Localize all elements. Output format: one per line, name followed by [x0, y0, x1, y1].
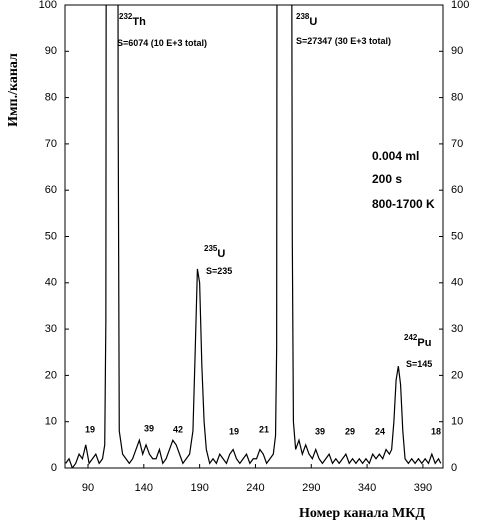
- annotation-text: U: [217, 248, 225, 260]
- y-tick-label: 100: [39, 0, 57, 11]
- x-axis-title: Номер канала МКД: [299, 506, 425, 521]
- x-tick-label: 240: [246, 482, 264, 494]
- plot: [65, 5, 442, 468]
- peak-count-label: 29: [345, 426, 355, 436]
- x-tick-label: 190: [190, 482, 208, 494]
- y-tick-label-right: 30: [451, 323, 463, 335]
- annotation-sup: 235: [204, 244, 218, 253]
- peak-count-label: 39: [315, 426, 325, 436]
- x-tick-label: 390: [414, 482, 432, 494]
- x-tick-label: 90: [82, 482, 94, 494]
- annotation-sup: 242: [404, 333, 418, 342]
- y-tick-label: 10: [45, 416, 57, 428]
- annotation: 200 s: [372, 172, 402, 186]
- annotation: S=27347 (30 E+3 total): [296, 36, 391, 46]
- annotation-text: 200 s: [372, 172, 402, 186]
- peak-count-label: 24: [375, 426, 385, 436]
- annotation-text: S=6074 (10 E+3 total): [117, 38, 207, 48]
- annotation-text: 0.004 ml: [372, 149, 419, 163]
- y-tick-label: 50: [45, 230, 57, 242]
- y-tick-label-right: 60: [451, 184, 463, 196]
- peak-count-label: 19: [85, 424, 95, 434]
- annotation-text: S=145: [406, 359, 432, 369]
- y-tick-label: 70: [45, 138, 57, 150]
- y-tick-label-right: 90: [451, 45, 463, 57]
- peak-count-label: 19: [229, 426, 239, 436]
- annotation: S=145: [406, 359, 432, 369]
- annotation-text: S=27347 (30 E+3 total): [296, 36, 391, 46]
- y-tick-label-right: 70: [451, 138, 463, 150]
- peak-count-label: 39: [144, 423, 154, 433]
- annotation: 235U: [204, 244, 225, 260]
- y-tick-label: 80: [45, 92, 57, 104]
- y-tick-label: 90: [45, 45, 57, 57]
- x-tick-label: 340: [358, 482, 376, 494]
- y-tick-label-right: 80: [451, 92, 463, 104]
- spectrum-line: [65, 5, 442, 468]
- peak-count-label: 18: [431, 426, 441, 436]
- y-tick-label-right: 50: [451, 230, 463, 242]
- annotation: S=6074 (10 E+3 total): [117, 38, 207, 48]
- y-tick-label-right: 0: [451, 462, 457, 474]
- annotation-sup: 238: [296, 12, 310, 21]
- y-tick-label: 40: [45, 277, 57, 289]
- annotation-sup: 232: [119, 12, 133, 21]
- annotation-text: U: [309, 16, 317, 28]
- y-tick-label: 20: [45, 369, 57, 381]
- x-tick-label: 290: [302, 482, 320, 494]
- annotation: 0.004 ml: [372, 149, 419, 163]
- annotation: 238U: [296, 12, 317, 28]
- annotation: 800-1700 K: [372, 197, 435, 211]
- y-tick-label-right: 100: [451, 0, 469, 11]
- y-tick-label-right: 40: [451, 277, 463, 289]
- peak-count-label: 42: [173, 424, 183, 434]
- annotation: S=235: [206, 266, 232, 276]
- y-axis-title: Имп./канал: [6, 53, 21, 127]
- y-tick-label: 30: [45, 323, 57, 335]
- y-tick-label-right: 20: [451, 369, 463, 381]
- y-tick-label: 60: [45, 184, 57, 196]
- annotation: 242Pu: [404, 333, 431, 349]
- y-tick-label: 0: [51, 462, 57, 474]
- peak-count-label: 21: [259, 424, 269, 434]
- annotation-text: Pu: [417, 337, 431, 349]
- x-tick-label: 140: [135, 482, 153, 494]
- annotation-text: 800-1700 K: [372, 197, 435, 211]
- plot-frame: [64, 4, 444, 469]
- annotation: 232Th: [119, 12, 146, 28]
- annotation-text: S=235: [206, 266, 232, 276]
- annotation-text: Th: [132, 16, 146, 28]
- y-tick-label-right: 10: [451, 416, 463, 428]
